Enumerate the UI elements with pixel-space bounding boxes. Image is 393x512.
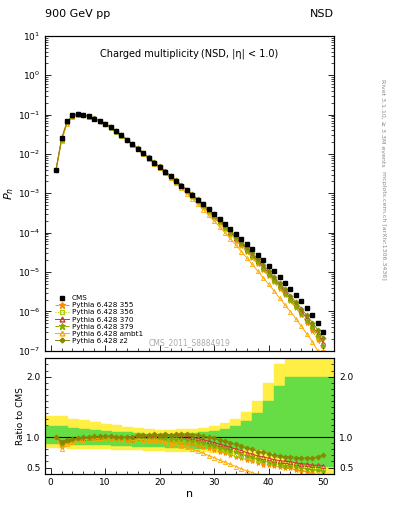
Text: mcplots.cern.ch [arXiv:1306.3436]: mcplots.cern.ch [arXiv:1306.3436] [381, 171, 386, 280]
Text: Rivet 3.1.10, ≥ 3.3M events: Rivet 3.1.10, ≥ 3.3M events [381, 79, 386, 167]
Text: 900 GeV pp: 900 GeV pp [45, 9, 110, 19]
Y-axis label: $P_n$: $P_n$ [3, 187, 17, 200]
X-axis label: n: n [186, 489, 193, 499]
Text: Charged multiplicity (NSD, |η| < 1.0): Charged multiplicity (NSD, |η| < 1.0) [101, 49, 279, 59]
Legend: CMS, Pythia 6.428 355, Pythia 6.428 356, Pythia 6.428 370, Pythia 6.428 379, Pyt: CMS, Pythia 6.428 355, Pythia 6.428 356,… [55, 295, 143, 344]
Text: CMS_2011_S8884919: CMS_2011_S8884919 [149, 338, 231, 348]
Text: NSD: NSD [310, 9, 334, 19]
Y-axis label: Ratio to CMS: Ratio to CMS [16, 387, 25, 445]
